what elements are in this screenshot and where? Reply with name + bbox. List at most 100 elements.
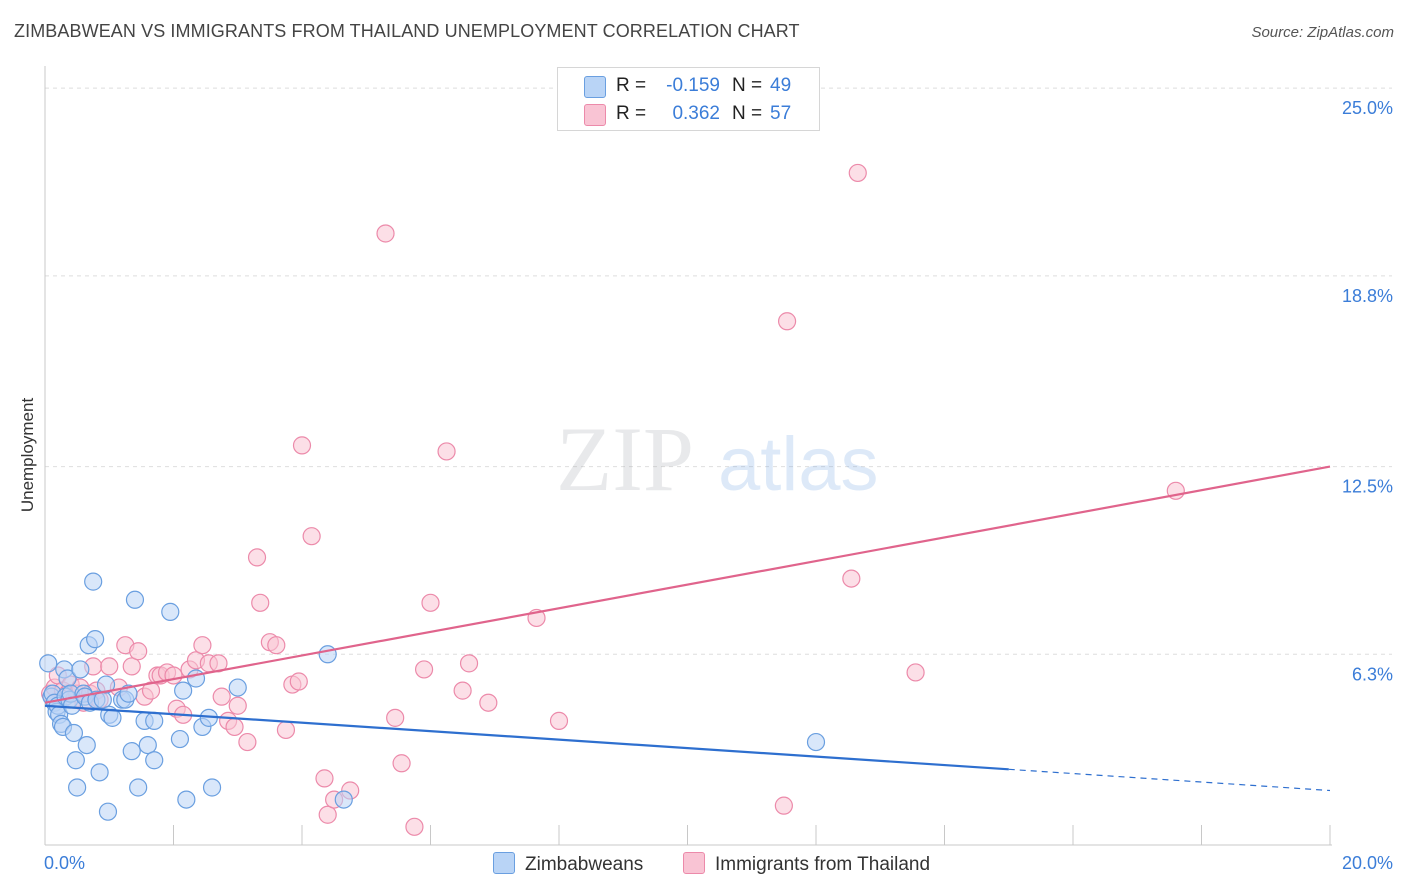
y-tick-label: 18.8% [1342, 286, 1393, 306]
zimbabweans-point [318, 645, 337, 664]
y-tick-label: 25.0% [1342, 98, 1393, 118]
zimbabweans-point [161, 602, 180, 621]
watermark-atlas: atlas [718, 422, 879, 507]
legend-r-value: -0.159 [666, 75, 720, 96]
thailand-point [479, 693, 498, 712]
legend-r-label: R = [616, 103, 647, 124]
thailand-point [405, 817, 424, 836]
zimbabweans-point [170, 729, 190, 749]
zimbabweans-point [228, 678, 247, 697]
thailand-point [100, 657, 119, 676]
zimbabweans-point [77, 735, 96, 755]
zimbabweans-point [174, 681, 193, 700]
y-tick-label: 12.5% [1342, 477, 1393, 497]
legend-n-value: 49 [770, 75, 792, 96]
thailand-point [453, 681, 472, 700]
thailand-point [225, 717, 244, 737]
thailand-point [315, 769, 334, 788]
thailand-point [459, 654, 479, 673]
watermark-zip: ZIP [556, 408, 694, 510]
thailand-point [238, 732, 257, 752]
series-zimbabweans-points [39, 572, 826, 821]
thailand-point [437, 442, 456, 461]
grid-lines [45, 87, 1392, 655]
zimbabweans-point [334, 790, 353, 809]
thailand-point [247, 548, 267, 567]
thailand-point [212, 687, 231, 706]
thailand-point [276, 720, 296, 740]
thailand-point [421, 593, 440, 612]
x-tick-labels: 0.0% 20.0% [44, 853, 1393, 873]
zimbabweans-point [145, 751, 164, 770]
thailand-point [777, 312, 797, 331]
thailand-point [549, 711, 569, 730]
thailand-point [228, 696, 247, 715]
trend-line-thailand [44, 465, 1331, 704]
zimbabweans-point [66, 751, 85, 770]
thailand-point [292, 436, 312, 455]
trend-lines [44, 465, 1331, 792]
zimbabweans-point [86, 630, 105, 649]
zimbabweans-point [177, 790, 196, 809]
thailand-point [414, 660, 434, 679]
source-label: Source: ZipAtlas.com [1251, 24, 1394, 41]
chart-title: ZIMBABWEAN VS IMMIGRANTS FROM THAILAND U… [14, 21, 800, 41]
zimbabweans-point [84, 572, 103, 591]
zimbabweans-point [806, 732, 826, 752]
bottom-legend-label-zimbabweans: Zimbabweans [525, 854, 644, 875]
legend-n-label: N = [732, 103, 763, 124]
zimbabweans-point [122, 742, 141, 761]
legend-n-value: 57 [770, 103, 792, 124]
zimbabweans-point [39, 654, 58, 673]
bottom-legend-thailand: Immigrants from Thailand [683, 852, 930, 876]
zimbabweans-point [125, 590, 145, 609]
thailand-point [386, 708, 405, 727]
axes [44, 66, 1332, 846]
thailand-point [774, 796, 793, 815]
thailand-point [251, 593, 270, 612]
thailand-point [906, 663, 925, 682]
zimbabweans-point [64, 723, 84, 743]
legend-r-label: R = [616, 75, 647, 96]
bottom-legend-zimbabweans: Zimbabweans [493, 852, 643, 876]
x-tick-label: 0.0% [44, 853, 85, 873]
thailand-point [267, 636, 286, 655]
bottom-legend-swatch-zimbabweans [493, 852, 515, 874]
thailand-point [302, 527, 321, 546]
thailand-point [122, 657, 141, 676]
zimbabweans-point [68, 778, 87, 797]
thailand-point [129, 642, 148, 661]
y-tick-labels: 6.3% 12.5% 18.8% 25.0% [1342, 98, 1393, 684]
bottom-legend-label-thailand: Immigrants from Thailand [715, 854, 931, 875]
zimbabweans-point [145, 711, 164, 730]
zimbabweans-point [71, 660, 90, 679]
legend-n-label: N = [732, 75, 763, 96]
zimbabweans-point [98, 802, 118, 821]
legend-swatch-zimbabweans [584, 76, 606, 98]
bottom-legend-swatch-thailand [683, 852, 705, 874]
zimbabweans-point [96, 675, 116, 694]
trend-line-zimbabweans-extension [1008, 768, 1331, 792]
thailand-point [392, 754, 411, 773]
correlation-legend: R = -0.159 N = 49 R = 0.362 N = 57 [557, 67, 820, 131]
thailand-point [842, 569, 861, 588]
legend-swatch-thailand [584, 104, 606, 126]
zimbabweans-point [186, 669, 206, 688]
thailand-point [141, 681, 161, 700]
zimbabweans-point [119, 684, 138, 703]
zimbabweans-point [103, 708, 122, 727]
trend-line-zimbabweans [44, 704, 1009, 771]
legend-r-value: 0.362 [672, 103, 720, 124]
zimbabweans-point [138, 735, 157, 755]
zimbabweans-point [129, 778, 148, 797]
thailand-point [318, 805, 337, 824]
thailand-point [193, 636, 212, 655]
zimbabweans-point [202, 778, 222, 797]
thailand-point [848, 163, 867, 183]
thailand-point [164, 666, 183, 685]
y-tick-label: 6.3% [1352, 664, 1393, 684]
watermark: ZIP atlas [556, 408, 879, 510]
thailand-point [376, 224, 395, 243]
zimbabweans-point [90, 763, 109, 782]
